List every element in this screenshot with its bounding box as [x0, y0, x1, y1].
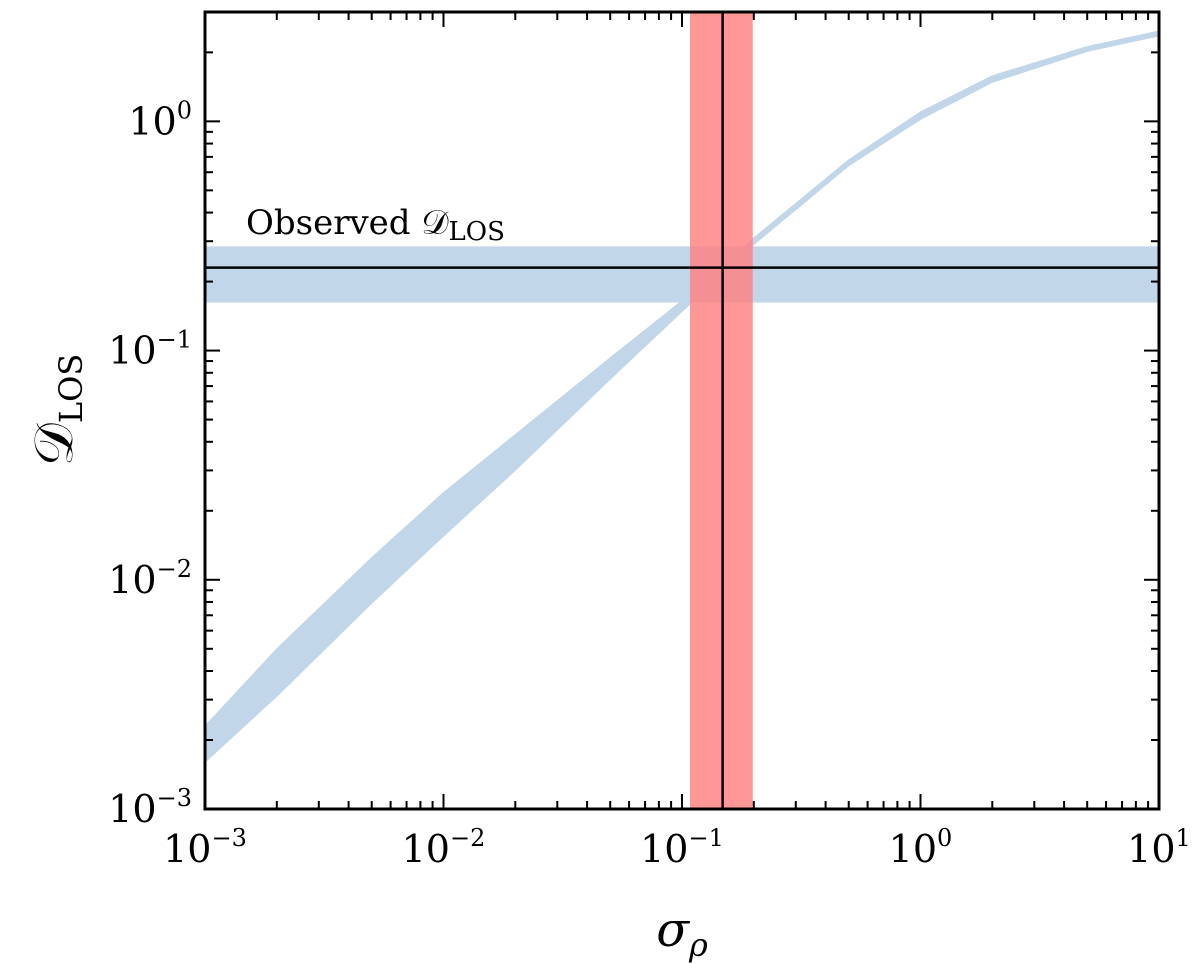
- y-tick-label-0-base: 10: [108, 787, 156, 831]
- x-tick-label-1: 10−2: [402, 824, 486, 871]
- x-tick-label-4-exp: 1: [1176, 824, 1191, 852]
- y-tick-label-3-exp: 0: [177, 96, 192, 124]
- series-band-0: [204, 30, 1160, 764]
- y-tick-label-1-base: 10: [108, 558, 156, 602]
- x-tick-label-4: 101: [1127, 824, 1191, 871]
- y-axis-title-main: 𝒟: [22, 422, 85, 466]
- annotation-observed: Observed 𝒟LOS: [246, 203, 505, 247]
- x-tick-label-2-exp: −1: [688, 824, 723, 852]
- y-tick-label-1: 10−2: [108, 555, 192, 602]
- y-tick-label-1-exp: −2: [157, 555, 192, 583]
- x-tick-label-0-exp: −3: [211, 824, 246, 852]
- y-axis-title-sub: LOS: [52, 354, 90, 423]
- plot-frame: [203, 10, 1161, 811]
- x-axis-title-main: σ: [656, 902, 690, 958]
- y-tick-label-0: 10−3: [108, 784, 192, 831]
- y-tick-label-3: 100: [128, 96, 192, 143]
- x-tick-label-0-base: 10: [163, 827, 211, 871]
- x-axis-title-sub: ρ: [688, 926, 708, 964]
- x-tick-label-3-exp: 0: [937, 824, 952, 852]
- y-tick-label-2-exp: −1: [157, 326, 192, 354]
- x-tick-label-1-base: 10: [402, 827, 450, 871]
- x-tick-label-3-base: 10: [889, 827, 937, 871]
- y-tick-label-2-base: 10: [108, 329, 156, 373]
- y-tick-label-0-exp: −3: [157, 784, 192, 812]
- annotation-observed-sub: LOS: [449, 217, 505, 247]
- y-axis-title: 𝒟LOS: [22, 354, 90, 467]
- y-tick-label-2: 10−1: [108, 326, 192, 373]
- x-tick-label-4-base: 10: [1127, 827, 1175, 871]
- x-tick-label-3: 100: [889, 824, 953, 871]
- x-axis-title: σρ: [656, 902, 708, 964]
- x-tick-label-0: 10−3: [163, 824, 247, 871]
- observed-band: [205, 246, 1159, 303]
- ticks-layer: [204, 11, 1160, 810]
- bands-layer: [204, 12, 1160, 809]
- x-tick-label-1-exp: −2: [450, 824, 485, 852]
- y-tick-label-3-base: 10: [128, 99, 176, 143]
- x-tick-label-2-base: 10: [640, 827, 688, 871]
- annotation-observed-text: Observed 𝒟: [246, 203, 449, 243]
- x-tick-label-2: 10−1: [640, 824, 724, 871]
